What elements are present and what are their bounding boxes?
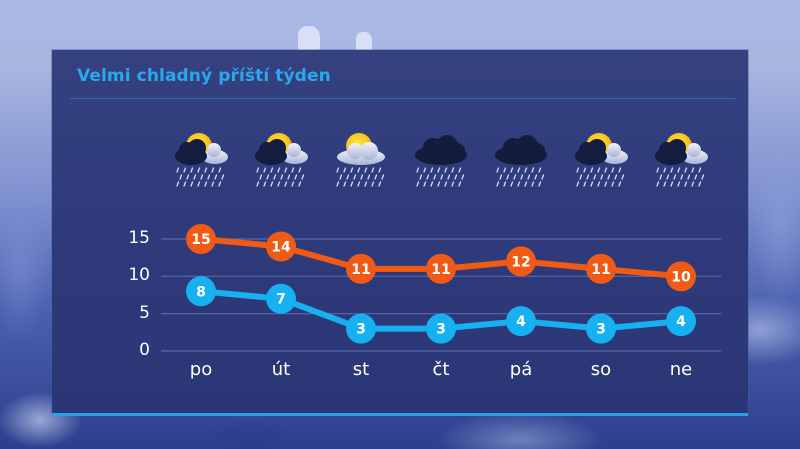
- weather-panel: Velmi chladný příští týden: [52, 50, 748, 416]
- data-label: 14: [271, 239, 291, 255]
- data-label: 3: [436, 322, 446, 338]
- y-tick-label: 5: [139, 302, 150, 323]
- min-data-point: 3: [586, 313, 616, 344]
- max-data-point: 14: [266, 231, 296, 262]
- data-label: 3: [356, 322, 366, 338]
- x-tick-label: po: [189, 359, 213, 380]
- data-label: 10: [671, 269, 691, 285]
- partly-sunny-dark-cloud-rain-icon: [569, 128, 633, 190]
- min-data-point: 4: [666, 306, 696, 337]
- partly-sunny-dark-cloud-rain-icon: [169, 128, 233, 190]
- data-label: 11: [351, 262, 370, 278]
- data-label: 12: [511, 254, 530, 270]
- y-tick-label: 15: [128, 228, 150, 248]
- y-tick-label: 10: [128, 265, 150, 286]
- max-data-point: 11: [346, 253, 376, 284]
- title-divider: [70, 98, 735, 99]
- x-tick-label: ne: [669, 359, 693, 380]
- x-tick-label: út: [271, 359, 291, 380]
- data-label: 4: [516, 314, 526, 330]
- max-data-point: 12: [506, 246, 536, 277]
- x-tick-label: čt: [432, 359, 450, 380]
- background-cloud-shape: [356, 32, 372, 50]
- chart-title: Velmi chladný příští týden: [77, 66, 331, 86]
- dark-cloud-rain-icon: [489, 128, 553, 190]
- data-label: 4: [676, 314, 686, 330]
- partly-sunny-dark-cloud-rain-icon: [649, 128, 713, 190]
- data-label: 11: [431, 262, 450, 278]
- background-cloud-shape: [298, 26, 320, 50]
- data-label: 8: [196, 284, 206, 300]
- x-tick-label: pá: [509, 359, 533, 380]
- min-data-point: 4: [506, 306, 536, 337]
- max-data-point: 11: [586, 253, 616, 284]
- partly-sunny-dark-cloud-rain-icon: [249, 128, 313, 190]
- data-label: 3: [596, 322, 606, 338]
- min-data-point: 3: [426, 313, 456, 344]
- data-label: 11: [591, 262, 610, 278]
- min-data-point: 7: [266, 283, 296, 314]
- x-tick-label: so: [590, 359, 612, 380]
- min-data-point: 8: [186, 276, 216, 307]
- data-label: 7: [276, 292, 286, 308]
- dark-cloud-rain-icon: [409, 128, 473, 190]
- min-data-point: 3: [346, 313, 376, 344]
- max-data-point: 11: [426, 253, 456, 284]
- max-data-point: 15: [186, 224, 216, 254]
- panel-accent-line: [52, 413, 748, 416]
- max-data-point: 10: [666, 261, 696, 292]
- y-tick-label: 0: [139, 340, 150, 360]
- partly-sunny-light-cloud-rain-icon: [329, 128, 393, 190]
- data-label: 15: [191, 232, 210, 248]
- series-group: 15 14 11 11 12 11 10 8 7 3 3 4 3 4: [186, 224, 696, 344]
- x-tick-label: st: [352, 359, 370, 380]
